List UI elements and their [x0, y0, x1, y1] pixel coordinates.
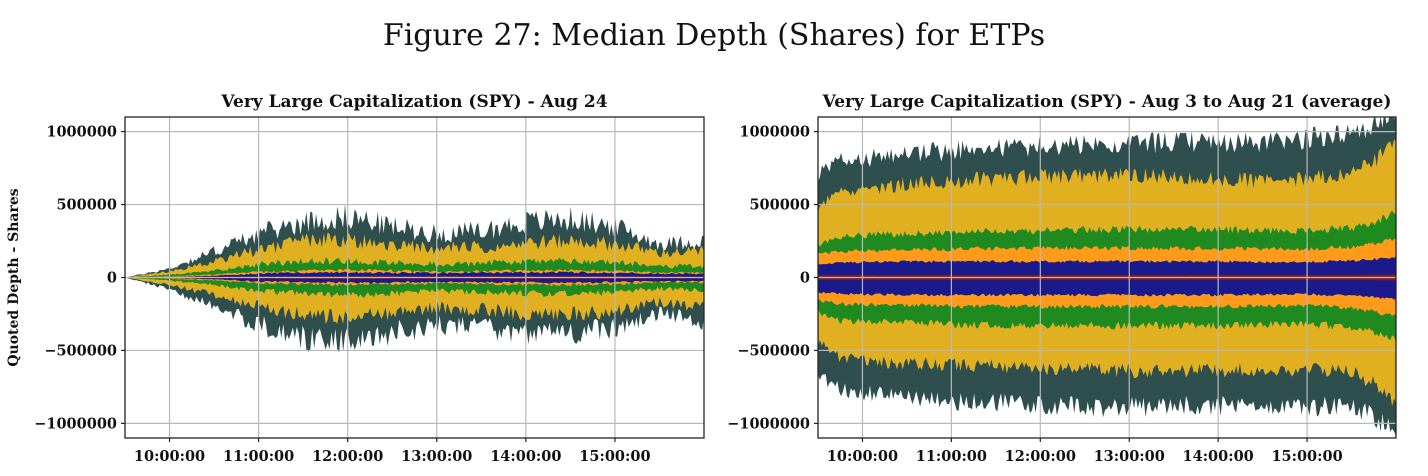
x-tick-label: 15:00:00 [579, 448, 650, 465]
y-tick-label: 500000 [749, 197, 810, 214]
grid [818, 117, 1396, 438]
x-tick-label: 13:00:00 [401, 448, 472, 465]
x-tick-label: 14:00:00 [1183, 448, 1254, 465]
chart-panel-1: Very Large Capitalization (SPY) - Aug 24… [34, 92, 705, 465]
chart-title: Very Large Capitalization (SPY) - Aug 24 [220, 92, 607, 112]
x-tick-label: 10:00:00 [827, 448, 898, 465]
y-tick-label: −1000000 [727, 415, 810, 432]
y-tick-label: 0 [107, 270, 117, 287]
chart-title: Very Large Capitalization (SPY) - Aug 3 … [822, 92, 1392, 112]
x-tick-label: 11:00:00 [223, 448, 294, 465]
x-tick-label: 15:00:00 [1271, 448, 1342, 465]
x-tick-label: 14:00:00 [490, 448, 561, 465]
y-tick-label: −500000 [44, 342, 117, 359]
x-tick-label: 10:00:00 [134, 448, 205, 465]
x-tick-label: 12:00:00 [1005, 448, 1076, 465]
x-tick-label: 11:00:00 [916, 448, 987, 465]
y-tick-label: 1000000 [739, 124, 810, 141]
y-axis-label: Quoted Depth - Shares [6, 188, 22, 366]
figure-title: Figure 27: Median Depth (Shares) for ETP… [382, 18, 1046, 53]
y-tick-label: 500000 [56, 197, 117, 214]
depth-bands [818, 117, 1396, 436]
y-tick-label: −1000000 [34, 415, 117, 432]
x-tick-label: 13:00:00 [1094, 448, 1165, 465]
y-tick-label: −500000 [737, 342, 810, 359]
y-tick-label: 0 [800, 270, 810, 287]
x-tick-label: 12:00:00 [312, 448, 383, 465]
grid [125, 117, 704, 438]
y-tick-label: 1000000 [46, 124, 117, 141]
chart-panel-2: Very Large Capitalization (SPY) - Aug 3 … [727, 92, 1397, 465]
